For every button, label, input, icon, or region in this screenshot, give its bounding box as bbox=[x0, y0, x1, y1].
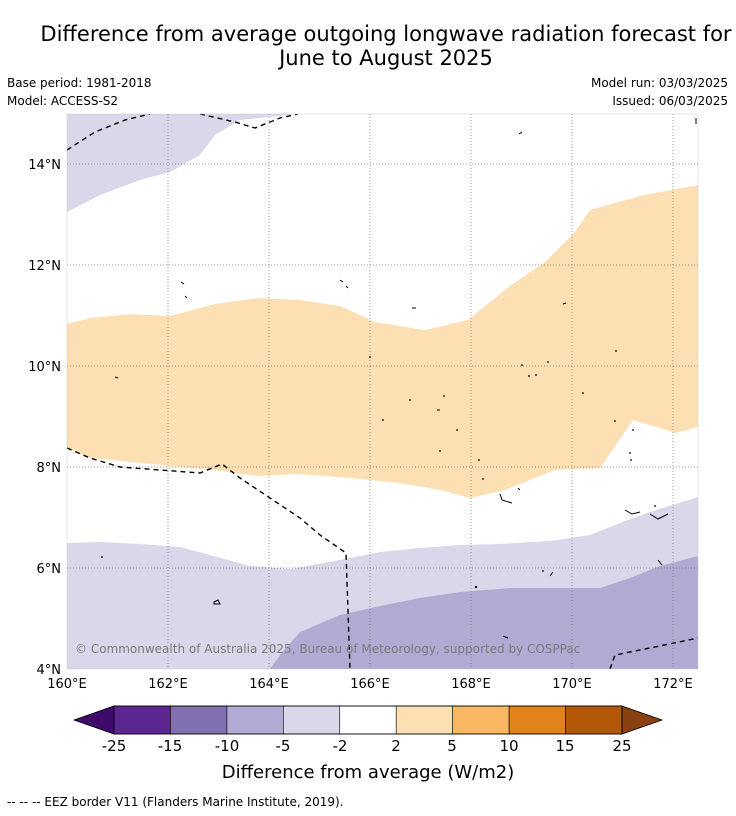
eez-border-lines bbox=[67, 114, 698, 669]
map-plot-area: © Commonwealth of Australia 2025, Bureau… bbox=[67, 114, 698, 669]
colorbar-segments bbox=[113, 705, 623, 735]
eez-legend-footnote: -- -- -- EEZ border V11 (Flanders Marine… bbox=[7, 795, 344, 809]
colorbar-segment bbox=[565, 705, 623, 735]
colorbar-tick-label: 10 bbox=[499, 737, 518, 755]
colorbar-segment bbox=[508, 705, 566, 735]
colorbar-label: Difference from average (W/m2) bbox=[222, 762, 514, 783]
lat-label-12n: 12°N bbox=[28, 259, 61, 274]
colorbar-segment bbox=[452, 705, 510, 735]
colorbar-segment bbox=[395, 705, 453, 735]
lon-label-164e: 164°E bbox=[249, 677, 289, 692]
map-title-line-1: Difference from average outgoing longwav… bbox=[40, 22, 732, 46]
model-name: Model: ACCESS-S2 bbox=[7, 94, 119, 108]
anomaly-region-minus5-north bbox=[67, 114, 298, 212]
map-frame bbox=[66, 113, 699, 670]
colorbar-tick-label: 2 bbox=[391, 737, 401, 755]
lon-label-162e: 162°E bbox=[148, 677, 188, 692]
colorbar-frame bbox=[113, 705, 623, 735]
colorbar-tick-label: -25 bbox=[102, 737, 127, 755]
colorbar-segment bbox=[113, 705, 171, 735]
colorbar-tick-label: -10 bbox=[215, 737, 240, 755]
lat-label-14n: 14°N bbox=[28, 158, 61, 173]
colorbar-segment bbox=[283, 705, 341, 735]
colorbar-high-extension bbox=[621, 705, 664, 735]
lon-label-170e: 170°E bbox=[552, 677, 592, 692]
lon-label-160e: 160°E bbox=[47, 677, 87, 692]
anomaly-region-minus10 bbox=[270, 556, 698, 669]
base-period: Base period: 1981-2018 bbox=[7, 76, 152, 90]
colorbar-ticks: -25 -15 -10 -5 -2 2 5 10 15 25 bbox=[102, 737, 632, 755]
lat-label-8n: 8°N bbox=[37, 461, 62, 476]
colorbar-tick-label: 15 bbox=[555, 737, 574, 755]
colorbar-tick-label: 25 bbox=[612, 737, 631, 755]
colorbar-tick-label: -5 bbox=[276, 737, 291, 755]
colorbar-tick-label: 5 bbox=[447, 737, 457, 755]
lat-label-10n: 10°N bbox=[28, 360, 61, 375]
issued-date: Issued: 06/03/2025 bbox=[612, 94, 728, 108]
lon-label-166e: 166°E bbox=[350, 677, 390, 692]
lon-label-172e: 172°E bbox=[653, 677, 693, 692]
colorbar-segment bbox=[339, 705, 397, 735]
info-left: Base period: 1981-2018 Model: ACCESS-S2 bbox=[7, 74, 152, 110]
latitude-labels: 14°N 12°N 10°N 8°N 6°N 4°N bbox=[28, 158, 61, 678]
colorbar: -25 -15 -10 -5 -2 2 5 10 15 25 Differenc… bbox=[72, 705, 664, 783]
lat-label-6n: 6°N bbox=[37, 562, 62, 577]
info-right: Model run: 03/03/2025 Issued: 06/03/2025 bbox=[591, 74, 728, 110]
colorbar-tick-label: -15 bbox=[158, 737, 183, 755]
model-run: Model run: 03/03/2025 bbox=[590, 76, 728, 90]
island-dots bbox=[101, 350, 656, 589]
map-title-line-2: June to August 2025 bbox=[279, 46, 493, 70]
island-outlines bbox=[114, 118, 697, 639]
colorbar-low-extension bbox=[72, 705, 115, 735]
lon-label-168e: 168°E bbox=[451, 677, 491, 692]
colorbar-segment bbox=[226, 705, 284, 735]
map-gridlines bbox=[67, 114, 698, 669]
copyright-notice: © Commonwealth of Australia 2025, Bureau… bbox=[75, 642, 580, 656]
longitude-labels: 160°E 162°E 164°E 166°E 168°E 170°E 172°… bbox=[47, 677, 693, 692]
map-title: Difference from average outgoing longwav… bbox=[0, 22, 736, 70]
colorbar-tick-label: -2 bbox=[333, 737, 348, 755]
anomaly-region-plus2 bbox=[67, 185, 698, 498]
colorbar-segment bbox=[170, 705, 228, 735]
lat-label-4n: 4°N bbox=[37, 663, 62, 678]
